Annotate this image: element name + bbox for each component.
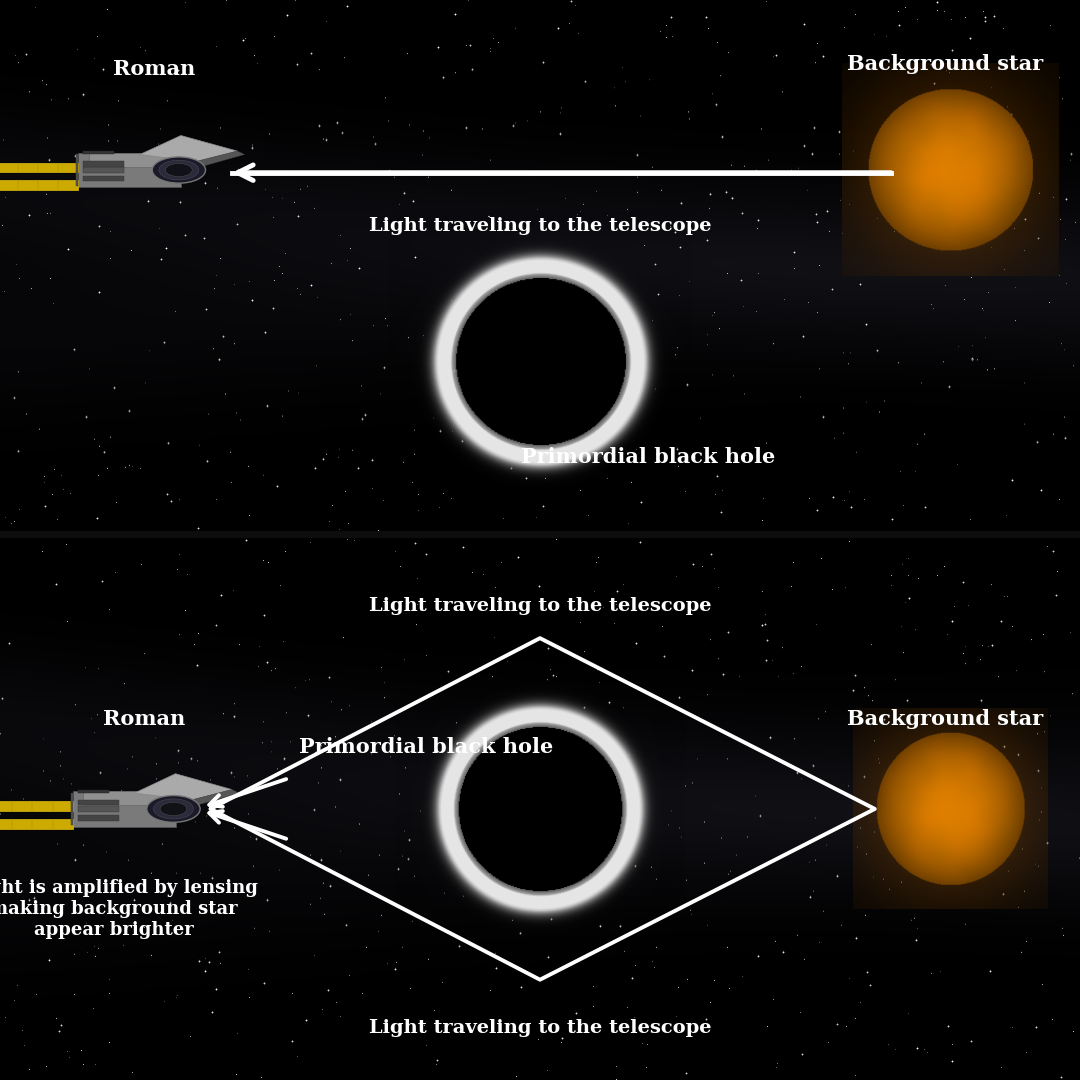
Text: Background star: Background star (847, 710, 1043, 729)
Polygon shape (83, 161, 124, 166)
Polygon shape (78, 789, 109, 793)
Polygon shape (191, 789, 239, 806)
Circle shape (159, 160, 199, 180)
Text: Light is amplified by lensing
making background star
appear brighter: Light is amplified by lensing making bac… (0, 879, 258, 939)
Polygon shape (78, 815, 119, 821)
Text: Light traveling to the telescope: Light traveling to the telescope (368, 217, 712, 234)
Polygon shape (89, 152, 171, 166)
Polygon shape (77, 154, 78, 186)
Polygon shape (140, 135, 238, 161)
Text: Background star: Background star (847, 54, 1043, 73)
Polygon shape (78, 152, 180, 187)
Text: Roman: Roman (113, 59, 195, 79)
Polygon shape (71, 793, 73, 825)
Text: Roman: Roman (103, 710, 185, 729)
Polygon shape (83, 151, 114, 154)
Circle shape (152, 157, 205, 184)
Polygon shape (135, 773, 232, 800)
Polygon shape (0, 820, 73, 829)
Circle shape (160, 802, 187, 815)
Text: Primordial black hole: Primordial black hole (521, 447, 775, 467)
Polygon shape (0, 801, 73, 811)
Polygon shape (83, 167, 124, 173)
Text: Primordial black hole: Primordial black hole (299, 737, 554, 757)
Polygon shape (0, 163, 78, 172)
Circle shape (147, 796, 200, 822)
Circle shape (153, 799, 193, 819)
Polygon shape (78, 806, 119, 812)
Text: Light traveling to the telescope: Light traveling to the telescope (368, 596, 712, 615)
Text: Light traveling to the telescope: Light traveling to the telescope (368, 1020, 712, 1038)
Polygon shape (0, 180, 78, 190)
Polygon shape (73, 792, 175, 826)
Polygon shape (78, 800, 119, 806)
Polygon shape (83, 176, 124, 181)
Polygon shape (83, 792, 165, 806)
Polygon shape (197, 151, 244, 166)
Circle shape (165, 163, 192, 177)
